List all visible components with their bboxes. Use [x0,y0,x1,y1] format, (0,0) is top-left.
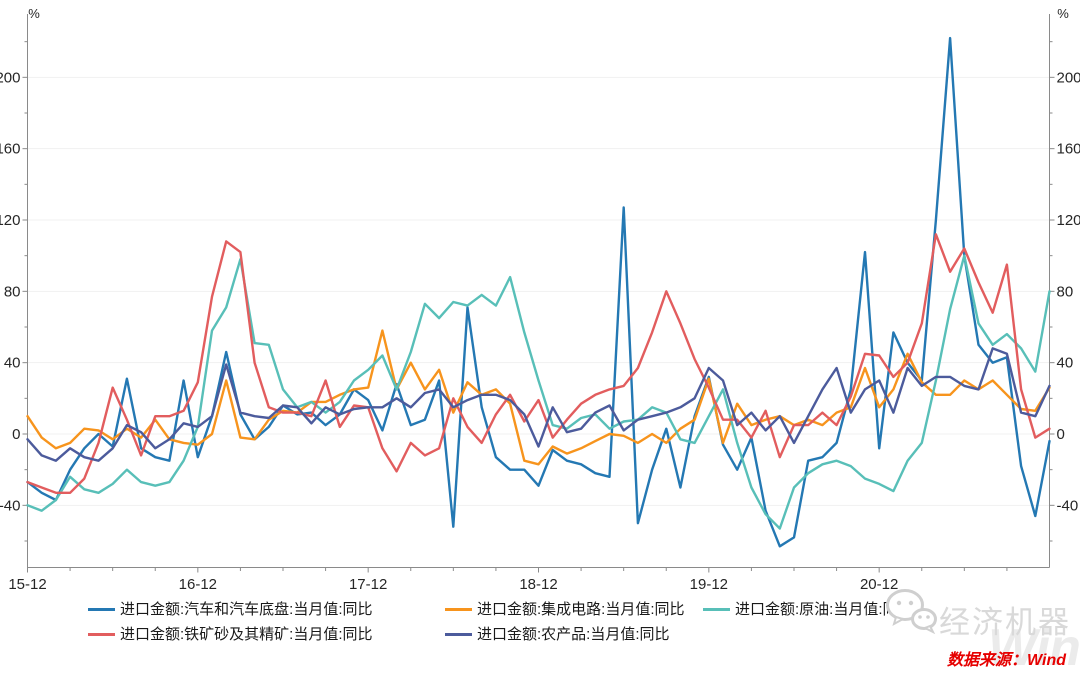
legend-label: 进口金额:汽车和汽车底盘:当月值:同比 [120,600,373,619]
x-tick-label: 17-12 [349,576,387,593]
legend-marker-icon [445,633,472,637]
legend-item-0: 进口金额:汽车和汽车底盘:当月值:同比 [88,600,373,619]
y-tick-label-left: 40 [4,355,21,372]
legend-marker-icon [703,608,730,612]
series-line-4 [28,348,1050,460]
legend-marker-icon [88,608,115,612]
y-tick-label-left: 0 [12,426,20,443]
legend-marker-icon [445,608,472,612]
y-tick-label-right: 160 [1057,141,1080,158]
x-tick-label: 20-12 [860,576,898,593]
legend-label: 进口金额:集成电路:当月值:同比 [477,600,685,619]
legend-label: 进口金额:铁矿砂及其精矿:当月值:同比 [120,625,373,644]
y-tick-label-right: 80 [1057,283,1074,300]
legend-item-4: 进口金额:农产品:当月值:同比 [445,625,670,644]
legend-marker-icon [88,633,115,637]
series-line-3 [28,234,1050,493]
y-tick-label-right: 200 [1057,69,1080,86]
legend-item-2: 进口金额:原油:当月值:同比 [703,600,913,619]
legend-label: 进口金额:农产品:当月值:同比 [477,625,670,644]
y-tick-label-right: 40 [1057,355,1074,372]
y-tick-label-right: -40 [1057,497,1079,514]
y-tick-label-left: 160 [0,141,21,158]
series-line-0 [28,38,1050,546]
y-tick-label-left: 80 [4,283,21,300]
y-tick-label-right: 0 [1057,426,1065,443]
x-tick-label: 18-12 [519,576,557,593]
y-tick-label-left: -40 [0,497,21,514]
data-source-note: 数据来源：Wind [947,646,1066,670]
x-tick-label: 19-12 [690,576,728,593]
legend-item-3: 进口金额:铁矿砂及其精矿:当月值:同比 [88,625,373,644]
y-tick-label-left: 120 [0,212,21,229]
x-tick-label: 16-12 [179,576,217,593]
chart-legend: 进口金额:汽车和汽车底盘:当月值:同比进口金额:集成电路:当月值:同比进口金额:… [0,0,1080,70]
legend-label: 进口金额:原油:当月值:同比 [735,600,913,619]
y-tick-label-right: 120 [1057,212,1080,229]
x-tick-label: 15-12 [8,576,46,593]
legend-item-1: 进口金额:集成电路:当月值:同比 [445,600,685,619]
y-tick-label-left: 200 [0,69,21,86]
